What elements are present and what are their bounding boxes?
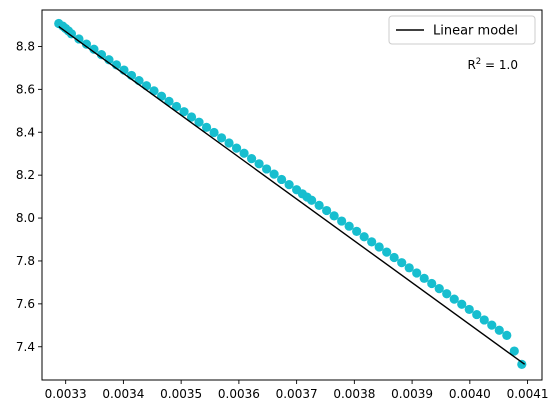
scatter-point (329, 211, 339, 221)
scatter-point (382, 247, 392, 257)
r-squared-annotation: R2 = 1.0 (467, 57, 518, 72)
scatter-point (457, 299, 467, 309)
scatter-point (412, 268, 422, 278)
scatter-point (96, 50, 107, 60)
scatter-point (472, 309, 482, 320)
scatter-point (186, 112, 197, 122)
scatter-point (307, 195, 317, 205)
scatter-point (277, 174, 287, 185)
y-tick-label: 8.4 (16, 125, 35, 139)
scatter-point (194, 117, 204, 127)
scatter-point (352, 226, 362, 236)
scatter-point (442, 289, 452, 299)
y-tick-label: 8.2 (16, 168, 35, 182)
scatter-point (239, 148, 249, 158)
x-tick-label: 0.0034 (102, 387, 144, 401)
scatter-point (404, 263, 414, 273)
x-tick-label: 0.0038 (333, 387, 375, 401)
scatter-point (314, 200, 324, 210)
x-tick-label: 0.0040 (449, 387, 491, 401)
r-squared-value: = 1.0 (481, 58, 518, 72)
scatter-point (201, 122, 212, 132)
scatter-point (322, 205, 332, 216)
y-tick-label: 8.8 (16, 39, 35, 53)
scatter-point (284, 180, 294, 190)
y-tick-label: 7.8 (16, 254, 35, 268)
scatter-point (134, 75, 144, 86)
x-tick-label: 0.0035 (160, 387, 202, 401)
y-tick-label: 7.6 (16, 297, 35, 311)
scatter-point (171, 101, 182, 112)
scatter-point (517, 359, 527, 369)
scatter-point (397, 258, 407, 268)
y-tick-label: 7.4 (16, 340, 35, 354)
scatter-point (179, 107, 189, 117)
scatter-point (216, 133, 227, 143)
y-tick-label: 8.0 (16, 211, 35, 225)
scatter-point (209, 127, 219, 138)
legend: Linear model (388, 15, 536, 45)
scatter-point (81, 39, 92, 49)
scatter-point (509, 346, 519, 356)
x-tick-label: 0.0033 (45, 387, 87, 401)
scatter-point (344, 221, 354, 231)
scatter-point (141, 81, 152, 91)
x-tick-label: 0.0039 (391, 387, 433, 401)
legend-label: Linear model (433, 24, 518, 39)
linear-model-line (58, 25, 526, 365)
scatter-point (164, 96, 174, 106)
scatter-point (367, 237, 377, 247)
x-axis: 0.0033 0.0034 0.0035 0.0036 0.0037 0.0038 0.00… (45, 380, 549, 401)
scatter-point (464, 304, 474, 315)
x-tick-label: 0.0037 (276, 387, 318, 401)
plot-frame (41, 9, 543, 381)
scatter-point (427, 278, 437, 289)
r-squared-prefix: R (467, 58, 475, 72)
scatter-point (254, 159, 264, 169)
scatter-point (389, 252, 399, 263)
scatter-point (479, 315, 489, 325)
scatter-point (449, 294, 459, 304)
scatter-point (269, 169, 279, 179)
scatter-point (374, 242, 384, 252)
scatter-point (434, 284, 444, 294)
scatter-point (502, 330, 512, 340)
scatter-point (337, 216, 347, 226)
scatter-point (89, 44, 99, 54)
scatter-point (419, 273, 429, 283)
scatter-point (494, 325, 504, 335)
legend-box (388, 15, 536, 45)
fit-line-layer (58, 25, 526, 365)
scatter-point (246, 154, 257, 164)
scatter-point (359, 232, 369, 242)
scatter-point (262, 164, 272, 174)
y-axis: 7.4 7.6 7.8 8.0 8.2 8.4 8.6 8.8 (16, 39, 42, 354)
x-tick-label: 0.0041 (507, 387, 549, 401)
r-squared-superscript: 2 (476, 57, 481, 67)
scatter-point (74, 34, 84, 44)
x-tick-label: 0.0036 (218, 387, 260, 401)
scatter-point (487, 320, 497, 330)
scatter-point (66, 29, 77, 39)
y-tick-label: 8.6 (16, 82, 35, 96)
scatter-point (224, 138, 234, 148)
scatter-point (231, 143, 242, 153)
